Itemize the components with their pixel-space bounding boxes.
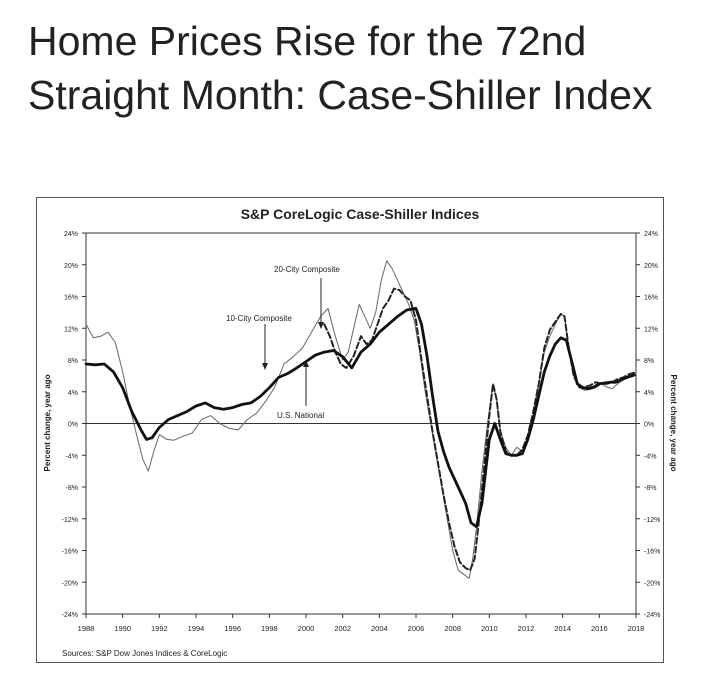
y-tick-label-left: -16% (62, 549, 78, 556)
y-tick-label-right: -12% (644, 517, 660, 524)
y-tick-label-right: -4% (644, 453, 656, 460)
chart-source: Sources: S&P Dow Jones Indices & CoreLog… (62, 649, 227, 658)
y-tick-label-right: 12% (644, 326, 658, 333)
x-tick-label: 2002 (334, 624, 351, 633)
y-tick-label-left: 4% (68, 390, 78, 397)
chart-title: S&P CoreLogic Case-Shiller Indices (241, 206, 480, 222)
x-tick-label: 1994 (188, 624, 205, 633)
y-tick-label-right: 4% (644, 390, 654, 397)
y-tick-label-left: 8% (68, 358, 78, 365)
x-tick-label: 2008 (444, 624, 461, 633)
y-tick-label-right: 16% (644, 295, 658, 302)
series-20-city-composite (323, 287, 636, 572)
annotation-10city: 10-City Composite (226, 314, 292, 323)
y-ticks-right: 24% 20% 16% 12% 8% 4% 0% -4% -8% -12% -16% -20% -24% (636, 231, 660, 619)
y-tick-label-right: 24% (644, 231, 658, 238)
x-tick-label: 2014 (554, 624, 571, 633)
x-tick-label: 2004 (371, 624, 388, 633)
annotation-20city: 20-City Composite (274, 265, 340, 274)
x-tick-label: 2018 (628, 624, 645, 633)
x-tick-label: 1992 (151, 624, 168, 633)
series-layer (84, 260, 636, 579)
y-tick-label-left: -24% (62, 612, 78, 619)
x-tick-label: 1996 (224, 624, 241, 633)
y-axis-label-right: Percent change, year ago (669, 375, 678, 472)
x-tick-label: 2006 (408, 624, 425, 633)
annotation-national: U.S. National (277, 411, 324, 420)
x-tick-label: 2016 (591, 624, 608, 633)
y-tick-label-left: 20% (64, 263, 78, 270)
x-tick-label: 2010 (481, 624, 498, 633)
annotation-arrowhead-10city (262, 363, 268, 370)
x-tick-label: 2012 (518, 624, 535, 633)
y-tick-label-right: -16% (644, 549, 660, 556)
y-tick-label-left: 16% (64, 295, 78, 302)
annotation-arrowhead-national (303, 360, 309, 367)
y-tick-label-right: 0% (644, 422, 654, 429)
x-tick-label: 1988 (78, 624, 95, 633)
x-tick-label: 1990 (114, 624, 131, 633)
y-tick-label-right: -24% (644, 612, 660, 619)
x-tick-label: 1998 (261, 624, 278, 633)
x-ticks: 1988 1990 1992 1994 1996 1998 2000 2002 2004 2006… (78, 614, 645, 633)
y-tick-label-right: -8% (644, 485, 656, 492)
y-tick-label-right: 20% (644, 263, 658, 270)
y-tick-label-right: -20% (644, 580, 660, 587)
y-tick-label-left: 24% (64, 231, 78, 238)
y-ticks-left: 24% 20% 16% 12% 8% 4% 0% -4% -8% -12% -16% -20% -24% (62, 231, 86, 619)
annotation-arrowhead-20city (318, 322, 324, 329)
y-tick-label-left: -12% (62, 517, 78, 524)
y-tick-label-left: -20% (62, 580, 78, 587)
y-tick-label-left: -8% (66, 485, 78, 492)
y-tick-label-left: 12% (64, 326, 78, 333)
page-headline: Home Prices Rise for the 72nd Straight M… (28, 18, 653, 118)
y-tick-label-right: 8% (644, 358, 654, 365)
x-tick-label: 2000 (298, 624, 315, 633)
y-tick-label-left: -4% (66, 453, 78, 460)
y-tick-label-left: 0% (68, 422, 78, 429)
y-axis-label-left: Percent change, year ago (43, 374, 52, 471)
series-u-s-national (84, 307, 636, 529)
